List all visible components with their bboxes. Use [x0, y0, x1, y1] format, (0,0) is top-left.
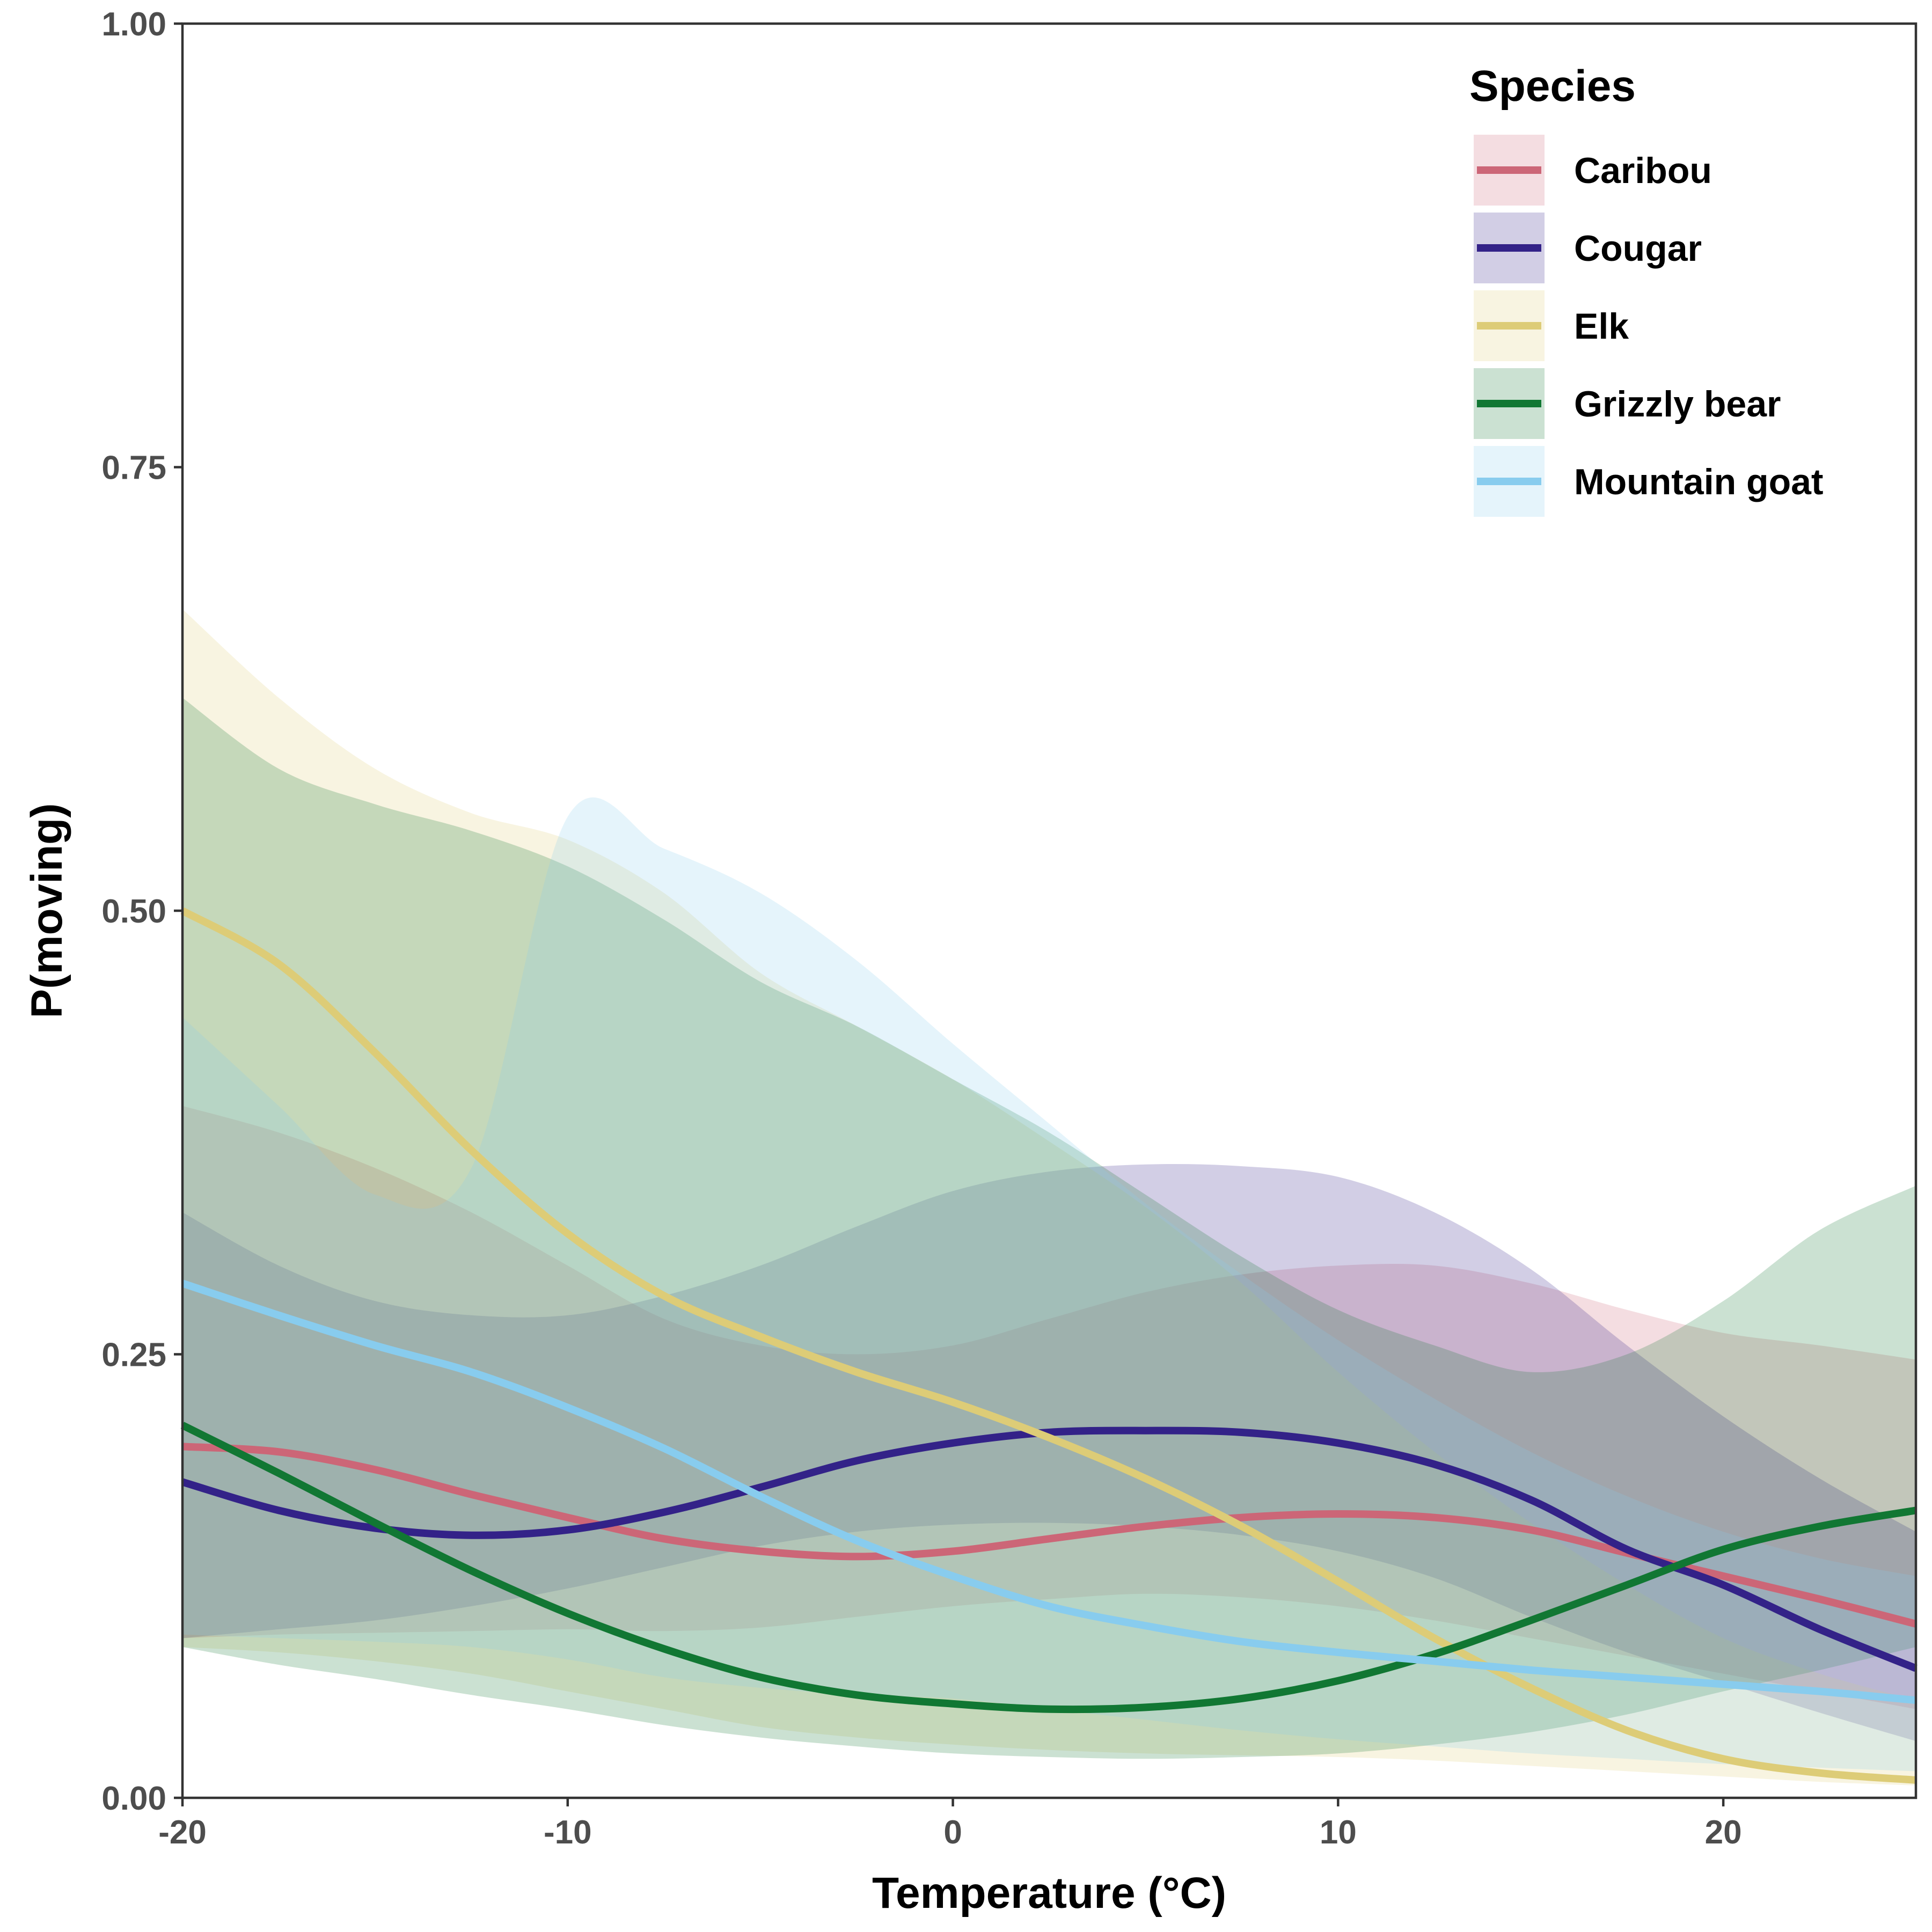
line-mountain-goat — [181, 1279, 1916, 1704]
x-tick-label: 20 — [1705, 1814, 1742, 1851]
legend-label: Mountain goat — [1574, 462, 1824, 502]
legend: Species Caribou Cougar Elk Grizzly bear Moun… — [1469, 62, 1824, 517]
x-tick-label: 10 — [1320, 1814, 1357, 1851]
legend-item-mountain-goat: Mountain goat — [1474, 446, 1824, 517]
legend-item-grizzly-bear: Grizzly bear — [1474, 368, 1781, 439]
legend-item-caribou: Caribou — [1474, 135, 1712, 206]
band-grizzly-bear — [182, 698, 1916, 1759]
x-tick-label: 0 — [943, 1814, 962, 1851]
y-tick-label: 0.25 — [101, 1337, 166, 1374]
y-axis: 0.00 0.25 0.50 0.75 1.00 — [101, 6, 182, 1817]
y-tick-label: 0.75 — [101, 450, 166, 487]
band-elk — [182, 609, 1916, 1785]
y-tick-label: 0.00 — [101, 1780, 166, 1817]
x-axis-title: Temperature (°C) — [872, 1869, 1226, 1918]
x-tick-label: -10 — [544, 1814, 592, 1851]
legend-item-cougar: Cougar — [1474, 213, 1702, 283]
x-axis: -20 -10 0 10 20 — [158, 1798, 1742, 1851]
y-axis-title: P(moving) — [23, 803, 71, 1019]
line-grizzly-bear — [180, 1422, 1917, 1714]
line-elk — [180, 907, 1916, 1784]
y-tick-label: 1.00 — [101, 6, 166, 43]
series-lines — [180, 907, 1918, 1784]
legend-label: Caribou — [1574, 150, 1712, 191]
legend-item-elk: Elk — [1474, 290, 1629, 361]
x-tick-label: -20 — [158, 1814, 207, 1851]
legend-title: Species — [1469, 62, 1636, 111]
legend-label: Cougar — [1574, 228, 1702, 269]
band-caribou — [182, 1106, 1916, 1709]
band-cougar — [182, 1164, 1916, 1741]
line-cougar — [181, 1426, 1918, 1672]
legend-label: Elk — [1574, 306, 1629, 347]
y-tick-label: 0.50 — [101, 893, 166, 930]
legend-label: Grizzly bear — [1574, 384, 1781, 425]
